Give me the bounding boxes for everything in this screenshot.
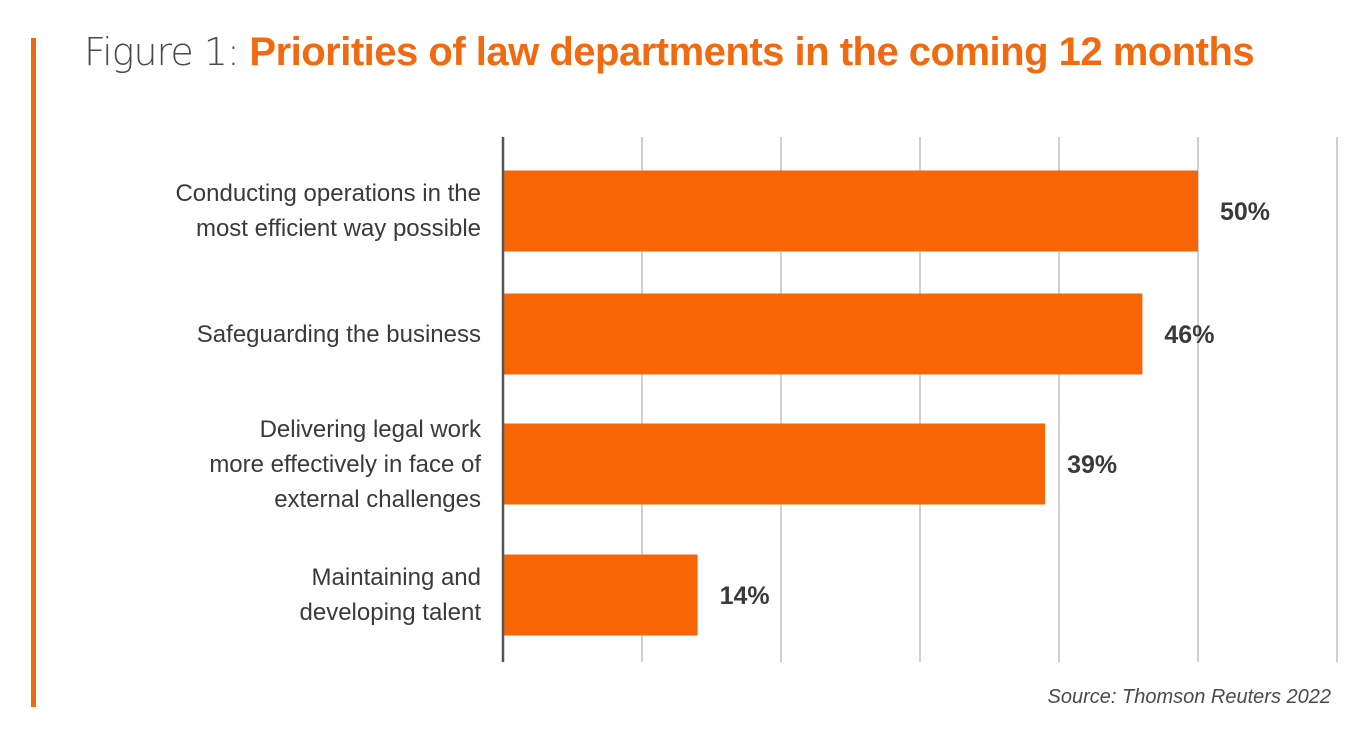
value-label: 50% (1220, 198, 1270, 226)
bar (503, 554, 698, 636)
category-label-line: developing talent (299, 599, 481, 626)
category-label-line: more effectively in face of (209, 450, 481, 478)
source-note: Source: Thomson Reuters 2022 (1047, 686, 1332, 708)
value-label: 14% (720, 582, 770, 610)
category-label-line: Safeguarding the business (196, 320, 481, 348)
category-label-line: Maintaining and (311, 564, 481, 591)
category-label-line: external challenges (274, 485, 481, 513)
bar (503, 293, 1143, 375)
category-label: Maintaining and developing talent (300, 560, 481, 630)
category-label: Delivering legal work more effectively in… (209, 412, 481, 517)
value-label: 46% (1164, 321, 1214, 349)
category-label-line: Delivering legal work (259, 415, 481, 443)
title-main: Priorities of law departments in the com… (249, 30, 1255, 74)
category-label-line: Conducting operations in the (175, 180, 481, 207)
bar (503, 423, 1046, 505)
title-prefix: Figure 1: (84, 30, 240, 74)
chart-title: Figure 1: Priorities of law departments … (84, 30, 1255, 75)
value-label: 39% (1067, 451, 1117, 479)
category-label: Safeguarding the business (197, 317, 481, 352)
category-label: Conducting operations in the most efficie… (175, 176, 481, 246)
accent-bar (31, 38, 36, 707)
category-label-line: most efficient way possible (195, 215, 481, 242)
bar (503, 170, 1198, 252)
